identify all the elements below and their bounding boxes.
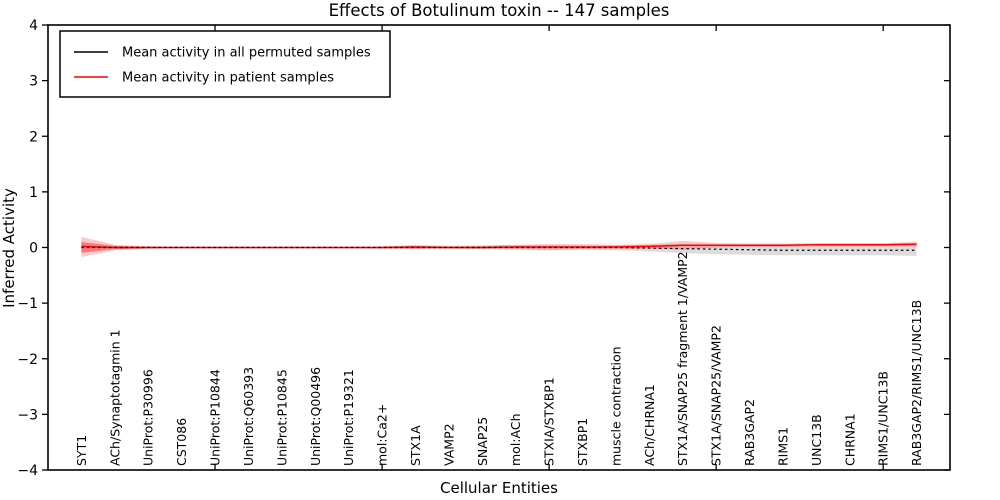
y-axis-label: Inferred Activity [0,188,18,308]
y-tick-label: 2 [29,129,38,145]
x-tick-label: ACh/CHRNA1 [642,384,657,466]
x-tick-label: CHRNA1 [842,413,857,466]
x-tick-label: STX1A [408,425,423,466]
x-tick-label: ACh/Synaptotagmin 1 [107,329,122,466]
x-tick-label: STXBP1 [575,418,590,466]
chart-title: Effects of Botulinum toxin -- 147 sample… [329,1,670,20]
y-tick-label: −4 [17,463,38,479]
ticks-layer: 4 3 2 1 0 −1 −2 −3 −4 SYT1 ACh/Synaptotagmin 1 UniP… [17,18,950,479]
x-tick-label: STX1A/SNAP25/VAMP2 [709,325,724,466]
x-tick-label: muscle contraction [608,346,623,466]
x-tick-label: RIMS1/UNC13B [876,371,891,466]
x-tick-label: UniProt:P10845 [274,369,289,466]
x-tick-label: mol:ACh [508,414,523,467]
x-tick-label: SYT1 [74,435,89,466]
y-tick-label: 3 [29,74,38,90]
x-tick-label: UniProt:P19321 [341,369,356,466]
x-tick-label: STXIA/STXBP1 [542,377,557,466]
y-tick-label: 0 [29,241,38,257]
x-tick-label: RAB3GAP2 [742,399,757,466]
x-tick-label: STX1A/SNAP25 fragment 1/VAMP2 [675,251,690,466]
x-tick-label: SNAP25 [475,417,490,466]
legend-label-patient: Mean activity in patient samples [122,71,334,86]
legend-box [59,30,391,98]
x-tick-label: VAMP2 [441,423,456,466]
plot-area [81,236,917,257]
legend: Mean activity in all permuted samples Me… [59,30,391,98]
y-tick-label: 1 [29,185,38,201]
y-tick-label: −1 [17,296,38,312]
y-tick-label: −2 [17,352,38,368]
y-tick-label: 4 [29,18,38,34]
x-tick-label: RAB3GAP2/RIMS1/UNC13B [909,300,924,466]
x-tick-label: UniProt:Q60393 [241,367,256,466]
legend-label-permuted: Mean activity in all permuted samples [122,46,371,61]
x-tick-label: RIMS1 [775,427,790,466]
x-tick-label: mol:Ca2+ [375,404,390,466]
x-axis-label: Cellular Entities [440,479,558,497]
x-tick-label: UNC13B [809,414,824,466]
permuted-line [81,246,917,251]
x-tick-label: UniProt:P30996 [141,369,156,466]
y-tick-label: −3 [17,407,38,423]
x-tick-label: CST086 [174,418,189,466]
x-tick-label: UniProt:P10844 [208,369,223,466]
x-tick-label: UniProt:Q00496 [308,367,323,466]
